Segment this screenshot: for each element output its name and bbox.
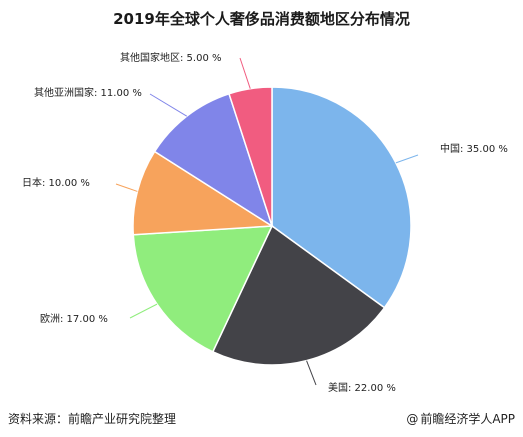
- label-slice-中国: 中国: 35.00 %: [440, 142, 508, 155]
- label-slice-日本: 日本: 10.00 %: [22, 176, 90, 189]
- credit-text: 前瞻经济学人APP: [420, 412, 515, 426]
- slice-中国: [271, 86, 412, 309]
- chart-title: 2019年全球个人奢侈品消费额地区分布情况: [113, 10, 410, 28]
- slice-日本: [132, 150, 275, 236]
- slice-labels: 中国: 35.00 % 美国: 22.00 % 欧洲: 17.00 % 日本: 10.…: [22, 51, 508, 394]
- leader-slice-其他亚洲国家: [149, 93, 188, 117]
- slice-其他国家地区: [228, 86, 273, 227]
- source-note: 资料来源：前瞻产业研究院整理: [8, 412, 177, 426]
- leader-slice-日本: [115, 183, 138, 192]
- credit-symbol: @: [406, 412, 419, 426]
- leader-slice-美国: [306, 360, 317, 386]
- leader-slice-其他国家地区: [239, 57, 251, 89]
- leader-slice-中国: [395, 154, 419, 164]
- label-slice-其他国家地区: 其他国家地区: 5.00 %: [120, 51, 222, 64]
- label-slice-欧洲: 欧洲: 17.00 %: [40, 313, 108, 325]
- pie-slices: [132, 86, 412, 366]
- label-slice-美国: 美国: 22.00 %: [328, 381, 396, 394]
- credit-note: @ 前瞻经济学人APP: [406, 410, 515, 427]
- leader-lines: [115, 57, 419, 386]
- label-slice-其他亚洲国家: 其他亚洲国家: 11.00 %: [34, 86, 142, 99]
- leader-slice-欧洲: [129, 303, 158, 319]
